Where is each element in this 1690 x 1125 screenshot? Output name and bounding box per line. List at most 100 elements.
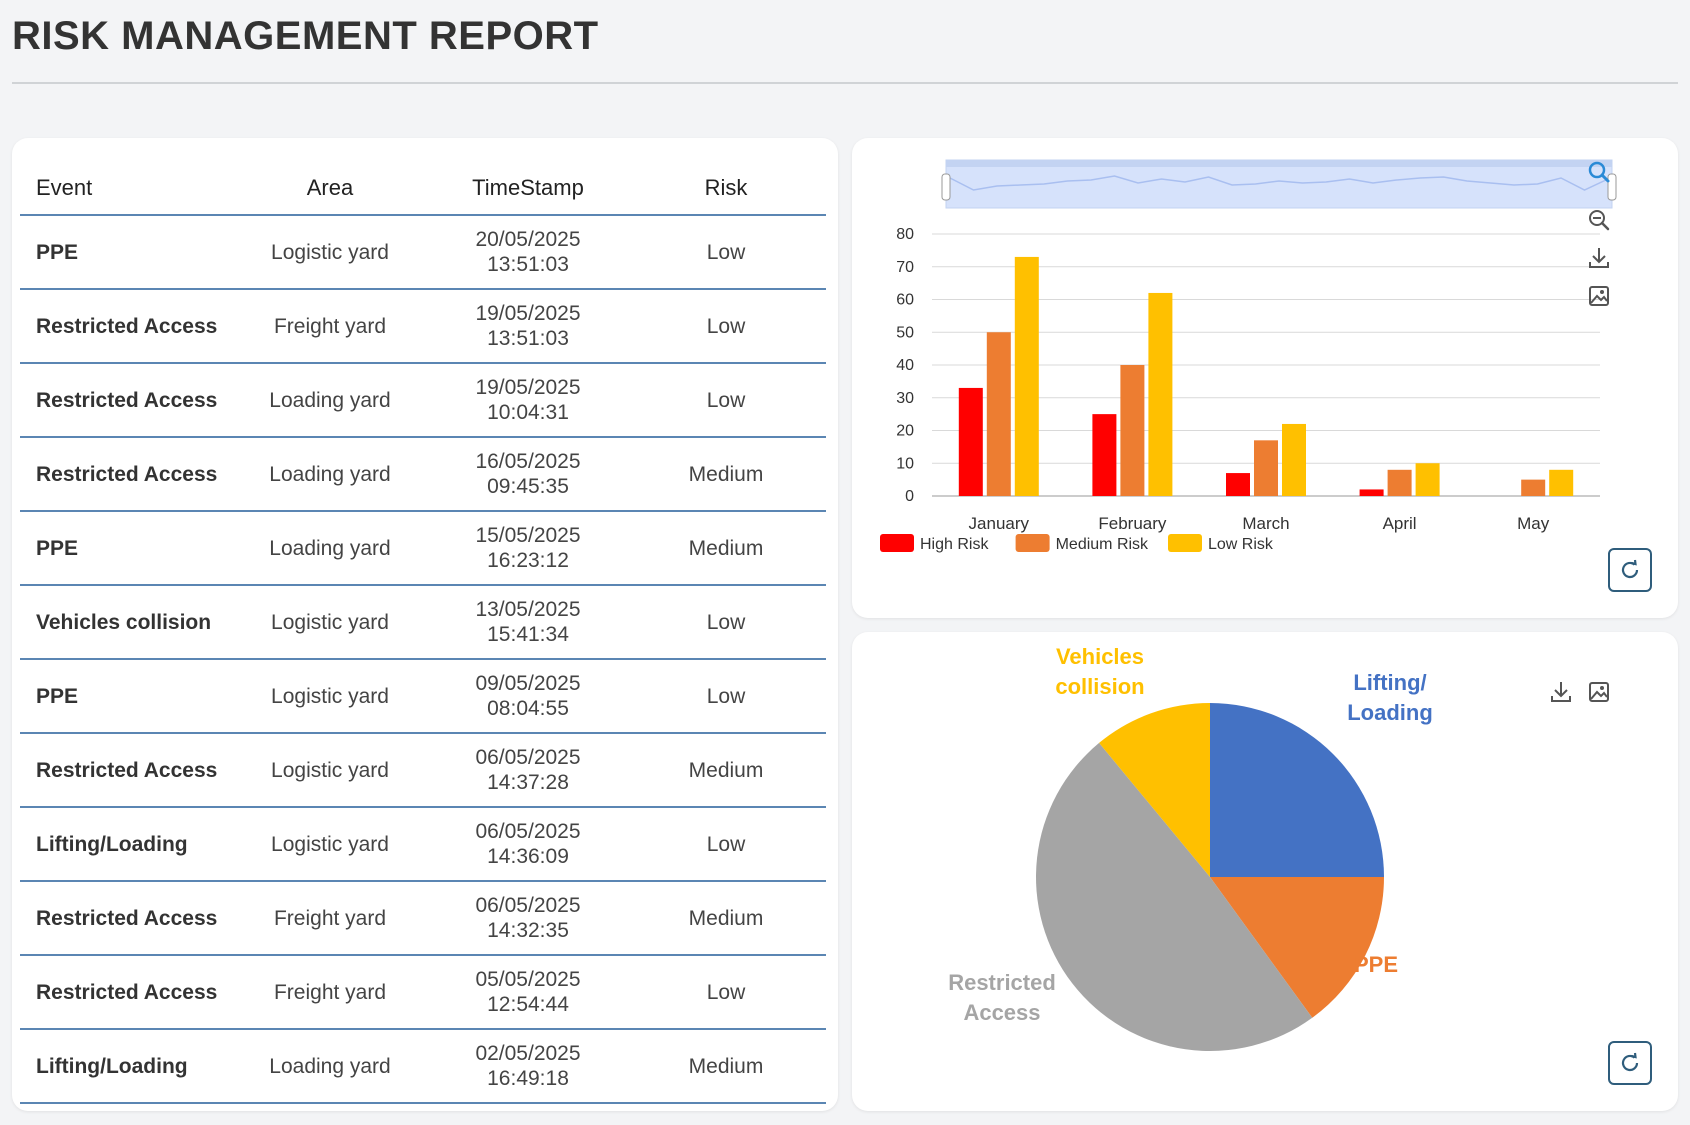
- risk-cell: Low: [626, 807, 826, 882]
- column-header-risk[interactable]: Risk: [626, 162, 826, 216]
- timestamp-time: 10:04:31: [487, 401, 569, 424]
- x-tick-label: January: [969, 514, 1030, 533]
- risk-cell-text: Medium: [688, 462, 764, 486]
- table-row[interactable]: Vehicles collision Logistic yard 13/05/202…: [20, 585, 826, 660]
- legend-item[interactable]: Medium Risk: [1015, 534, 1149, 553]
- event-cell-text: Restricted Access: [36, 314, 218, 338]
- bar-low-risk[interactable]: [1282, 423, 1306, 496]
- zoom-reset-icon[interactable]: [1585, 206, 1613, 234]
- pie-label: Restricted Access: [948, 970, 1056, 1025]
- bar-medium-risk[interactable]: [1521, 479, 1546, 496]
- bar-high-risk[interactable]: [1092, 414, 1117, 496]
- x-tick-label: April: [1383, 514, 1417, 533]
- area-cell: Loading yard: [230, 437, 430, 512]
- table-row[interactable]: Restricted Access Freight yard 06/05/2025 1…: [20, 881, 826, 956]
- column-header-event[interactable]: Event: [20, 162, 230, 216]
- bar-low-risk[interactable]: [1148, 292, 1173, 496]
- timestamp-time: 16:23:12: [487, 549, 569, 572]
- x-tick-label: February: [1098, 514, 1167, 533]
- timestamp-date: 16/05/2025: [475, 450, 581, 473]
- refresh-icon: [1621, 1052, 1639, 1072]
- risk-cell-text: Low: [706, 980, 746, 1004]
- area-cell: Logistic yard: [230, 215, 430, 290]
- event-cell-text: PPE: [36, 536, 79, 560]
- pie-slice-ppe[interactable]: [1210, 877, 1384, 1018]
- risk-by-month-bar-chart: 0 10 20 30 40 50 60 70 80 January February March Apr…: [880, 159, 1617, 553]
- range-handle-right[interactable]: [1607, 173, 1617, 201]
- save-image-icon[interactable]: [1585, 678, 1613, 706]
- area-cell-text: Loading yard: [269, 388, 391, 412]
- bar-high-risk[interactable]: [1359, 489, 1384, 496]
- table-row[interactable]: PPE Loading yard 15/05/2025 16:23:12 Medium: [20, 511, 826, 586]
- timestamp-cell: 05/05/2025 12:54:44: [430, 955, 626, 1030]
- area-cell-text: Logistic yard: [271, 684, 389, 708]
- events-table-card: Event Area TimeStamp Risk PPE Logistic ya…: [12, 138, 838, 1111]
- bar-medium-risk[interactable]: [1120, 365, 1145, 496]
- timestamp-time: 13:51:03: [487, 327, 569, 350]
- risk-cell-text: Low: [706, 388, 746, 412]
- pie-slice-vehicles-collision[interactable]: [1099, 703, 1210, 877]
- table-row[interactable]: Restricted Access Freight yard 19/05/2025 1…: [20, 289, 826, 364]
- timestamp-cell: 19/05/2025 10:04:31: [430, 363, 626, 438]
- area-cell: Logistic yard: [230, 585, 430, 660]
- zoom-select-icon[interactable]: [1585, 158, 1613, 186]
- event-cell-text: Vehicles collision: [36, 610, 212, 634]
- risk-cell: Medium: [626, 511, 826, 586]
- y-tick-label: 40: [896, 357, 914, 374]
- bar-medium-risk[interactable]: [1254, 440, 1278, 496]
- event-cell-text: Lifting/Loading: [36, 1054, 188, 1078]
- refresh-icon: [1621, 559, 1639, 579]
- pie-slice-restricted-access[interactable]: [1036, 742, 1313, 1051]
- risk-cell-text: Medium: [688, 1054, 764, 1078]
- table-row[interactable]: PPE Logistic yard 20/05/2025 13:51:03 Low: [20, 215, 826, 290]
- legend-item[interactable]: Low Risk: [1168, 534, 1274, 553]
- y-tick-label: 60: [896, 292, 914, 309]
- risk-cell: Low: [626, 955, 826, 1030]
- refresh-button[interactable]: [1608, 548, 1652, 592]
- timestamp-cell: 15/05/2025 16:23:12: [430, 511, 626, 586]
- save-image-icon[interactable]: [1585, 282, 1613, 310]
- table-row[interactable]: PPE Logistic yard 09/05/2025 08:04:55 Low: [20, 659, 826, 734]
- area-cell: Logistic yard: [230, 659, 430, 734]
- pie-slice-lifting-loading[interactable]: [1210, 703, 1384, 877]
- y-tick-label: 50: [896, 324, 914, 341]
- timestamp-time: 09:45:35: [487, 475, 569, 498]
- table-row[interactable]: Lifting/Loading Logistic yard 06/05/2025 14…: [20, 807, 826, 882]
- bar-medium-risk[interactable]: [986, 332, 1011, 496]
- y-tick-label: 0: [905, 488, 914, 505]
- area-cell-text: Loading yard: [269, 1054, 391, 1078]
- bar-low-risk[interactable]: [1549, 469, 1574, 496]
- risk-cell: Low: [626, 585, 826, 660]
- x-tick-label: March: [1242, 514, 1289, 533]
- timestamp-time: 14:32:35: [487, 919, 569, 942]
- risk-cell: Medium: [626, 881, 826, 956]
- event-cell-text: Restricted Access: [36, 980, 218, 1004]
- table-row[interactable]: Restricted Access Loading yard 19/05/2025 1…: [20, 363, 826, 438]
- area-cell-text: Freight yard: [273, 980, 387, 1004]
- table-row[interactable]: Restricted Access Freight yard 05/05/2025 1…: [20, 955, 826, 1030]
- legend-item[interactable]: High Risk: [880, 534, 989, 553]
- risk-cell: Low: [626, 215, 826, 290]
- bar-high-risk[interactable]: [958, 387, 983, 496]
- area-cell: Loading yard: [230, 1029, 430, 1104]
- bar-low-risk[interactable]: [1415, 463, 1440, 496]
- y-tick-label: 70: [896, 259, 914, 276]
- bar-high-risk[interactable]: [1226, 473, 1250, 496]
- table-row[interactable]: Restricted Access Logistic yard 06/05/2025…: [20, 733, 826, 808]
- table-row[interactable]: Lifting/Loading Loading yard 02/05/2025 16:…: [20, 1029, 826, 1104]
- column-header-timestamp[interactable]: TimeStamp: [430, 162, 626, 216]
- bar-low-risk[interactable]: [1014, 256, 1039, 496]
- risk-by-event-chart-card: Lifting/Loading PPE Restricted Access Vehicl…: [852, 632, 1678, 1111]
- risk-cell: Low: [626, 289, 826, 364]
- range-handle-left[interactable]: [941, 173, 951, 201]
- column-header-area[interactable]: Area: [230, 162, 430, 216]
- range-selector[interactable]: [941, 159, 1617, 209]
- bar-medium-risk[interactable]: [1387, 469, 1412, 496]
- table-row[interactable]: Restricted Access Loading yard 16/05/2025 0…: [20, 437, 826, 512]
- download-icon[interactable]: [1547, 678, 1575, 706]
- timestamp-cell: 20/05/2025 13:51:03: [430, 215, 626, 290]
- download-icon[interactable]: [1585, 244, 1613, 272]
- event-cell: PPE: [20, 215, 230, 290]
- refresh-button[interactable]: [1608, 1041, 1652, 1085]
- area-cell: Freight yard: [230, 881, 430, 956]
